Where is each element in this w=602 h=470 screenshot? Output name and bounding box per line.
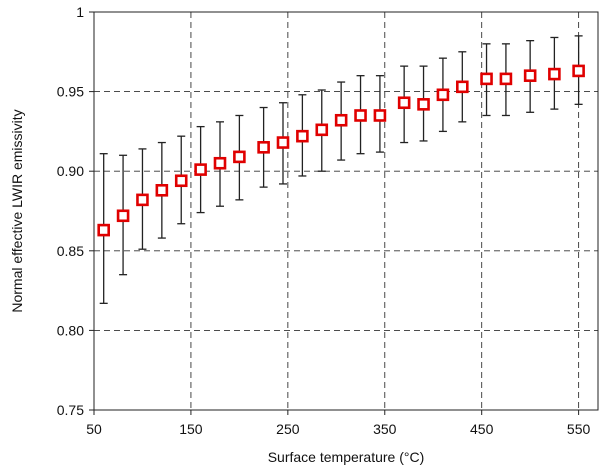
data-point-marker	[373, 109, 387, 122]
y-axis-ticks: 0.75 0.80 0.85 0.90 0.95 1	[57, 4, 94, 418]
data-point-marker	[155, 184, 169, 197]
data-point-marker	[257, 141, 270, 154]
y-tick-label: 1	[76, 4, 84, 20]
data-point-marker	[397, 96, 411, 110]
y-tick-label: 0.85	[57, 243, 84, 259]
data-point-marker	[480, 72, 493, 86]
data-point-marker	[354, 109, 367, 122]
y-tick-label: 0.95	[57, 84, 84, 100]
x-axis-ticks: 50 150 250 350 450 550	[86, 410, 591, 437]
data-point-marker	[296, 129, 309, 143]
data-point-marker	[276, 136, 290, 149]
data-point-marker	[315, 123, 329, 137]
data-point-marker	[213, 156, 227, 170]
data-point-marker	[548, 67, 561, 81]
x-tick-label: 250	[276, 421, 300, 437]
data-point-marker	[194, 163, 207, 176]
data-point-marker	[499, 72, 513, 86]
x-tick-label: 550	[567, 421, 591, 437]
y-tick-label: 0.80	[57, 322, 84, 338]
x-tick-label: 50	[86, 421, 102, 437]
data-point-marker	[456, 80, 469, 94]
data-point-marker	[233, 150, 246, 164]
data-point-marker	[174, 174, 188, 188]
y-tick-label: 0.90	[57, 163, 84, 179]
x-tick-label: 450	[470, 421, 494, 437]
plot-frame	[93, 11, 599, 411]
gridlines	[94, 12, 598, 410]
data-point-marker	[116, 209, 130, 223]
data-markers	[97, 64, 585, 237]
data-point-marker	[97, 223, 110, 237]
y-tick-label: 0.75	[57, 402, 84, 418]
plot-area	[94, 12, 598, 410]
data-point-marker	[436, 88, 450, 102]
x-tick-label: 350	[373, 421, 397, 437]
data-point-marker	[523, 69, 537, 82]
data-point-marker	[417, 98, 430, 111]
x-axis-label: Surface temperature (°C)	[268, 449, 425, 465]
x-tick-label: 150	[179, 421, 203, 437]
data-point-marker	[136, 193, 149, 207]
data-point-marker	[572, 64, 585, 78]
data-point-marker	[334, 113, 348, 127]
y-axis-label: Normal effective LWIR emissivity	[9, 109, 25, 312]
